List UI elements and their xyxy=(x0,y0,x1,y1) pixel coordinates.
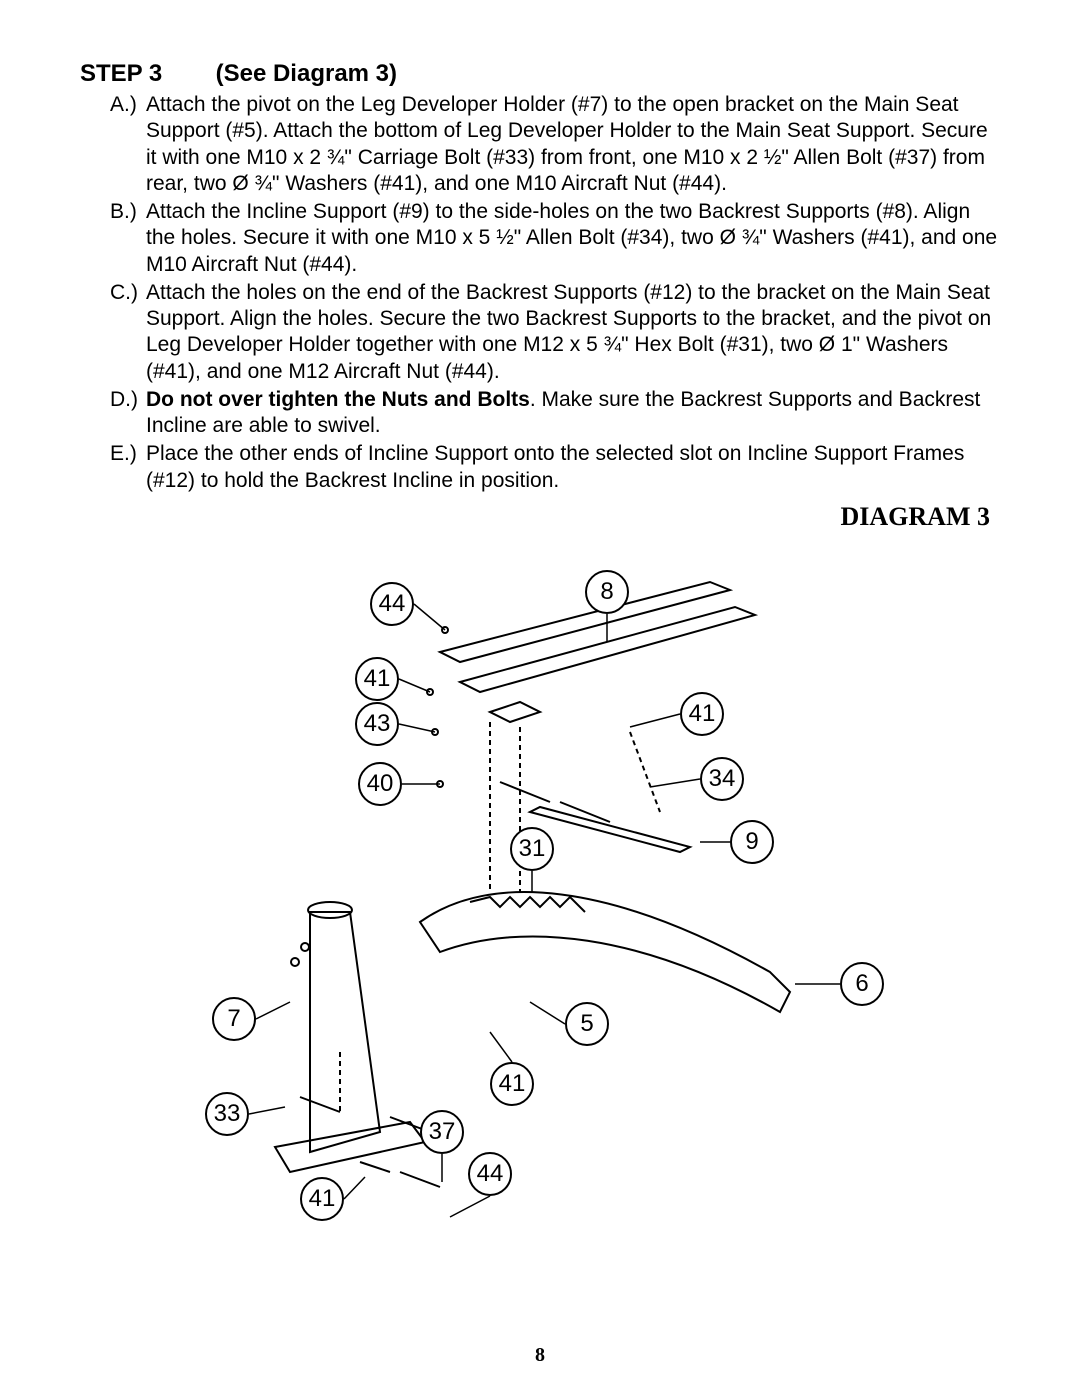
callout-9: 9 xyxy=(730,820,774,864)
list-text: Attach the Incline Support (#9) to the s… xyxy=(146,200,997,276)
callout-7: 7 xyxy=(212,997,256,1041)
step-number: STEP 3 xyxy=(80,60,162,87)
callout-41: 41 xyxy=(490,1062,534,1106)
callout-41: 41 xyxy=(680,692,724,736)
list-marker: D.) xyxy=(110,387,138,413)
list-marker: A.) xyxy=(110,92,137,118)
page: STEP 3 (See Diagram 3) A.) Attach the pi… xyxy=(0,0,1080,1397)
list-text: Attach the holes on the end of the Backr… xyxy=(146,281,991,383)
page-number: 8 xyxy=(0,1344,1080,1367)
list-bold: Do not over tighten the Nuts and Bolts xyxy=(146,388,530,411)
list-item: B.) Attach the Incline Support (#9) to t… xyxy=(110,199,1000,278)
list-marker: E.) xyxy=(110,441,137,467)
callout-44: 44 xyxy=(370,582,414,626)
callout-33: 33 xyxy=(205,1092,249,1136)
callout-40: 40 xyxy=(358,762,402,806)
step-header: STEP 3 (See Diagram 3) xyxy=(80,60,1000,88)
callout-43: 43 xyxy=(355,702,399,746)
callout-34: 34 xyxy=(700,757,744,801)
diagram-area: 44841434140343196754133374441 xyxy=(190,552,890,1272)
list-marker: C.) xyxy=(110,280,138,306)
list-text: Place the other ends of Incline Support … xyxy=(146,442,964,491)
list-item: D.) Do not over tighten the Nuts and Bol… xyxy=(110,387,1000,440)
list-marker: B.) xyxy=(110,199,137,225)
callout-41: 41 xyxy=(300,1177,344,1221)
callout-5: 5 xyxy=(565,1002,609,1046)
callout-8: 8 xyxy=(585,570,629,614)
callout-44: 44 xyxy=(468,1152,512,1196)
step-subtitle: (See Diagram 3) xyxy=(216,60,397,87)
list-text: Attach the pivot on the Leg Developer Ho… xyxy=(146,93,988,195)
list-item: C.) Attach the holes on the end of the B… xyxy=(110,280,1000,385)
list-item: E.) Place the other ends of Incline Supp… xyxy=(110,441,1000,494)
callout-37: 37 xyxy=(420,1110,464,1154)
callout-6: 6 xyxy=(840,962,884,1006)
diagram-svg xyxy=(190,552,890,1272)
diagram-title: DIAGRAM 3 xyxy=(80,502,990,532)
instruction-list: A.) Attach the pivot on the Leg Develope… xyxy=(110,92,1000,494)
list-item: A.) Attach the pivot on the Leg Develope… xyxy=(110,92,1000,197)
callout-31: 31 xyxy=(510,827,554,871)
callout-41: 41 xyxy=(355,657,399,701)
